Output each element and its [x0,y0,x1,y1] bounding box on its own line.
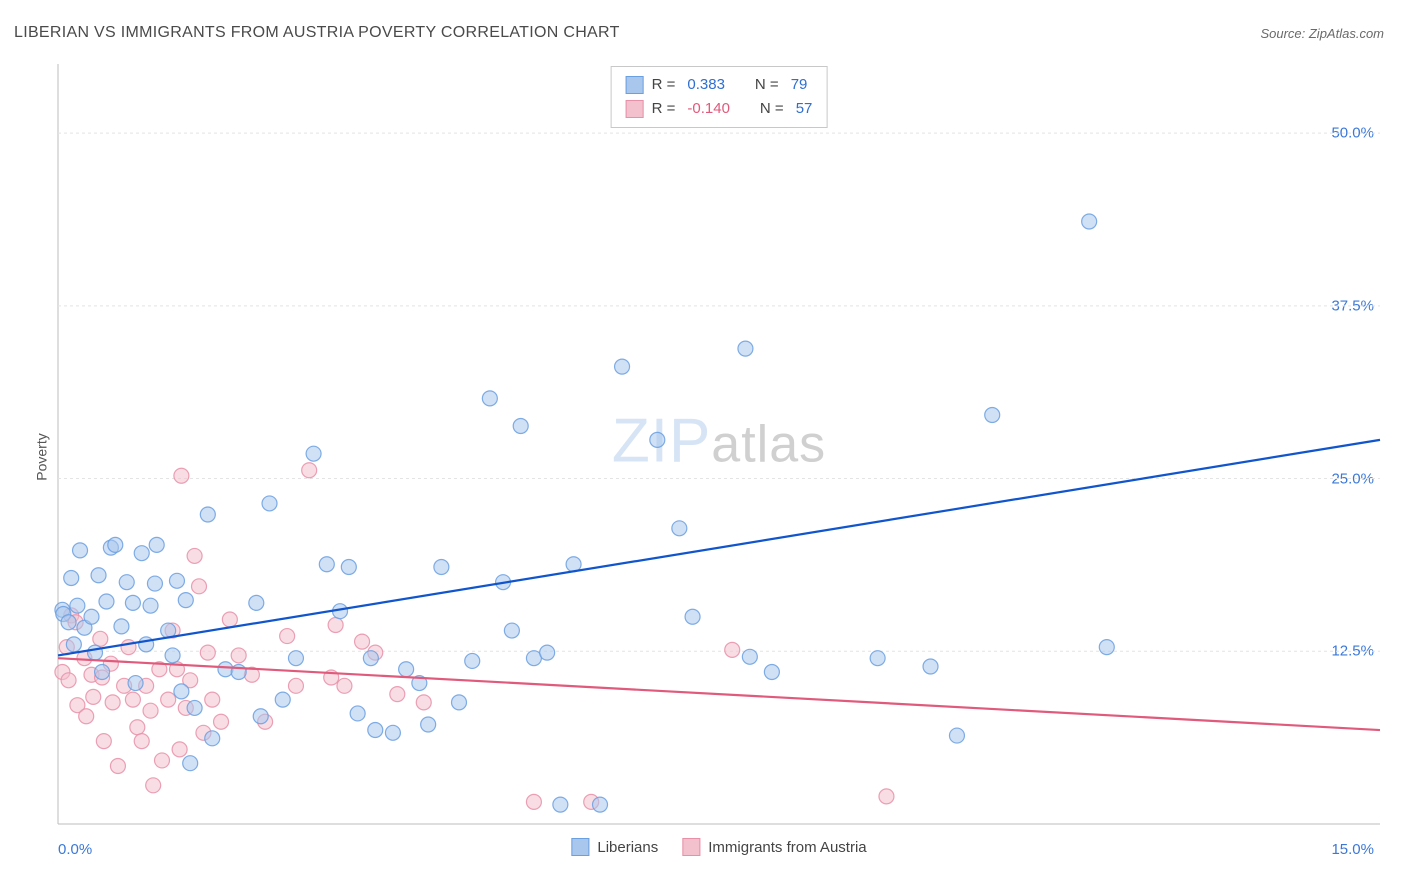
legend-series-item: Immigrants from Austria [682,838,866,856]
scatter-plot [50,60,1388,854]
legend-n-value: 57 [796,97,813,121]
legend-swatch [626,100,644,118]
legend-r-label: R = [652,97,676,121]
legend-r-value: 0.383 [687,73,725,97]
chart-container: Poverty ZIPatlas R =0.383N =79R =-0.140N… [50,60,1388,854]
y-axis-label: Poverty [34,433,50,480]
legend-series-label: Liberians [597,839,658,856]
legend-n-label: N = [760,97,784,121]
legend-swatch [571,838,589,856]
legend-n-label: N = [755,73,779,97]
legend-r-value: -0.140 [687,97,730,121]
legend-swatch [626,76,644,94]
legend-series: Liberians Immigrants from Austria [571,838,866,856]
legend-r-label: R = [652,73,676,97]
chart-title: LIBERIAN VS IMMIGRANTS FROM AUSTRIA POVE… [14,24,620,42]
legend-correlation-row: R = -0.140 N = 57 [626,97,813,121]
legend-n-value: 79 [791,73,808,97]
legend-series-item: Liberians [571,838,658,856]
source-attribution: Source: ZipAtlas.com [1260,26,1384,41]
legend-series-label: Immigrants from Austria [708,839,866,856]
legend-correlation-row: R = 0.383 N = 79 [626,73,813,97]
legend-correlation: R = 0.383 N = 79 R = -0.140 N = 57 [611,66,828,128]
legend-swatch [682,838,700,856]
